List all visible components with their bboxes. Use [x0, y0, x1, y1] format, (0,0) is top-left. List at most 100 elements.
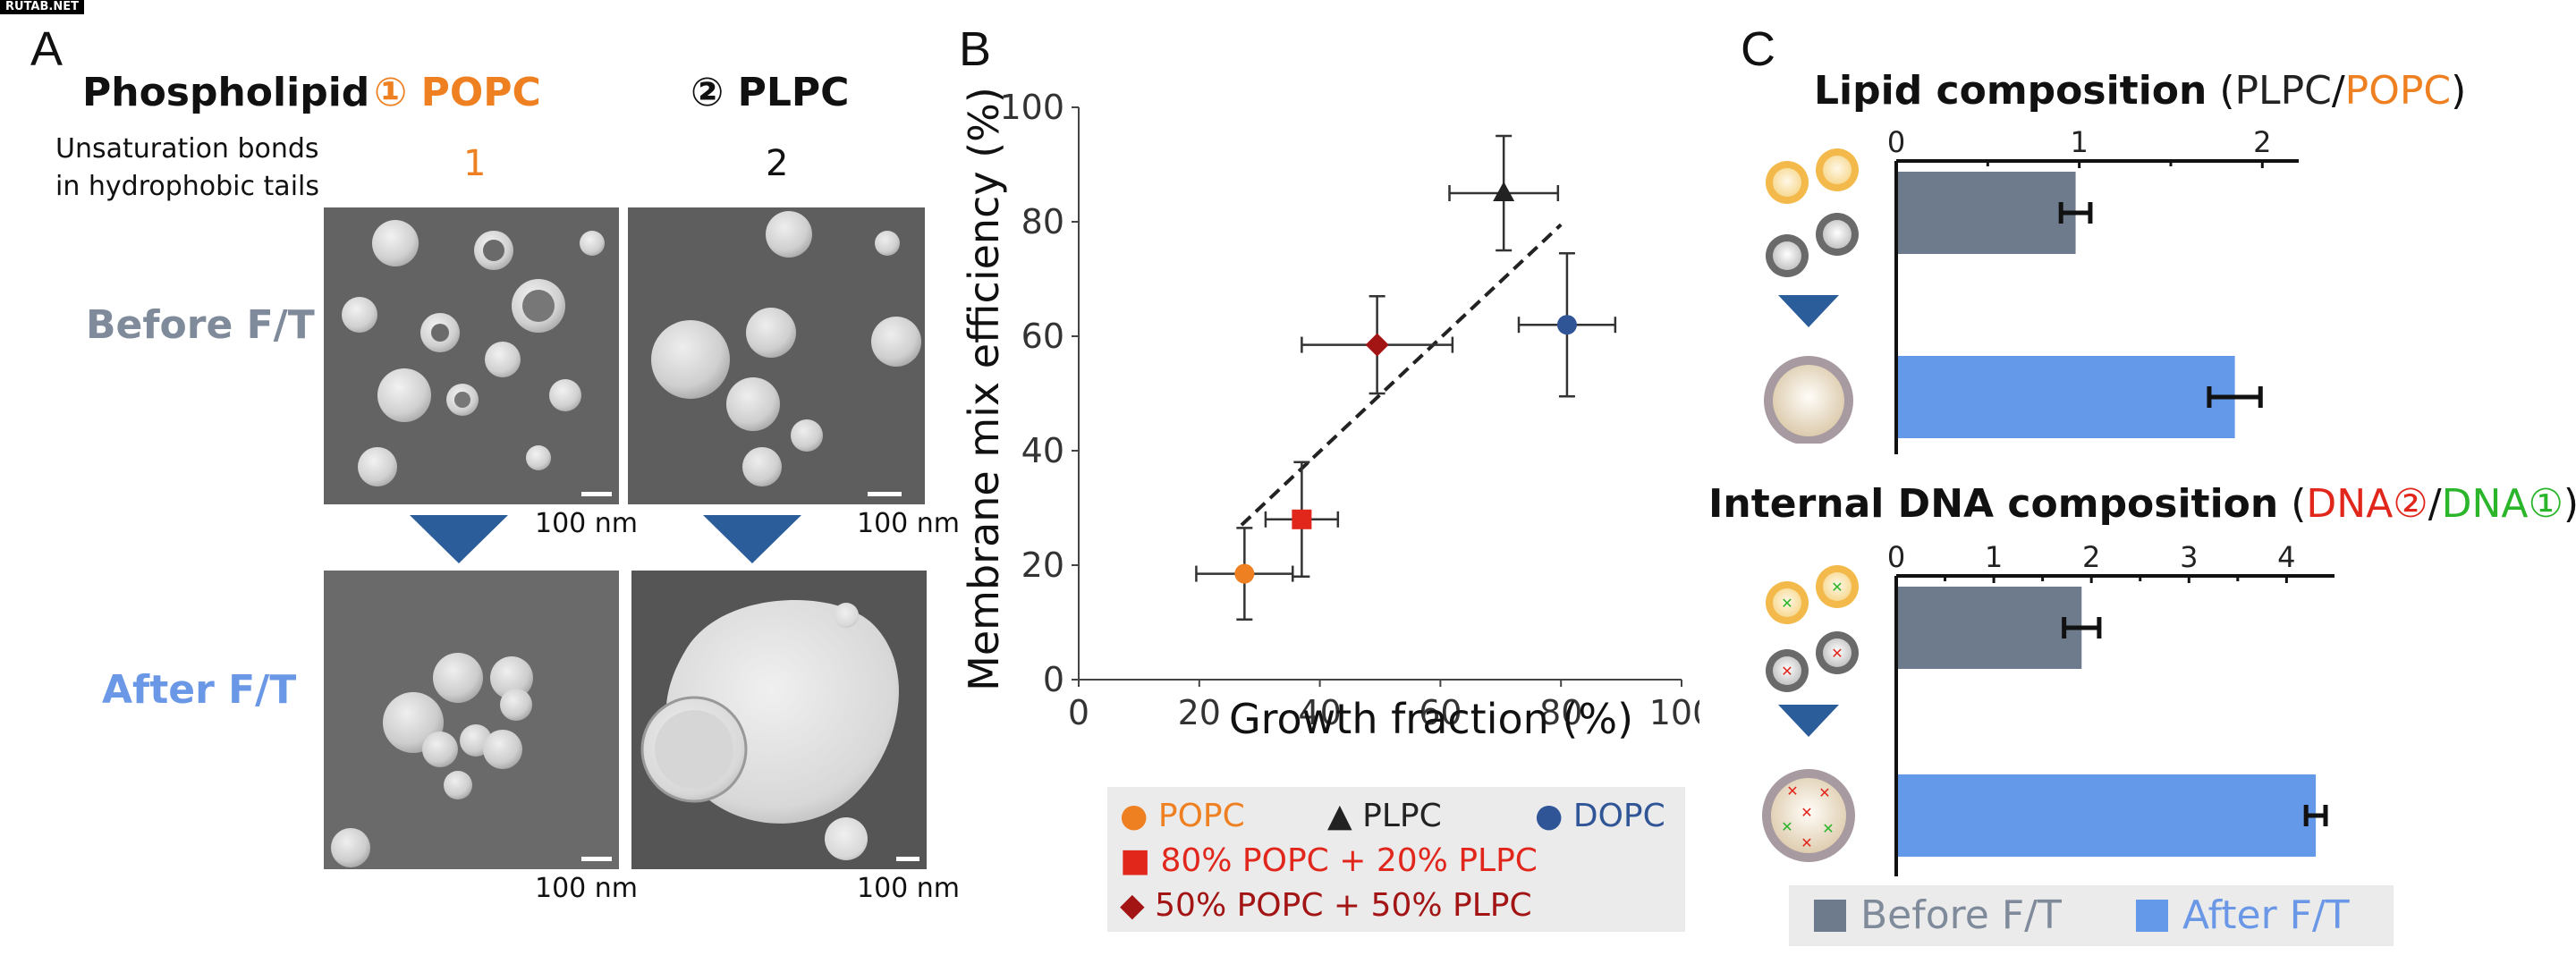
lipid-composition-title: Lipid composition (PLPC/POPC)	[1814, 68, 2466, 114]
scatter-y-tick-label: 80	[1021, 202, 1064, 241]
scatter-x-axis-label: Growth fraction (%)	[1229, 695, 1633, 743]
arrow-down-icon	[1778, 705, 1839, 737]
fit-trend-line	[1240, 223, 1563, 527]
micrograph-plpc-after	[631, 571, 927, 869]
legend-mix50-label: 50% POPC + 50% PLPC	[1155, 887, 1532, 924]
dna-vesicle-illustration: ✕ ✕ ✕ ✕ ✕ ✕ ✕ ✕ ✕ ✕	[1762, 565, 1859, 862]
scalebar-label-plpc-after: 100 nm	[857, 873, 961, 904]
unsaturation-label: Unsaturation bonds in hydrophobic tails	[55, 131, 319, 206]
dna-composition-title: Internal DNA composition (DNA②/DNA①)	[1708, 481, 2576, 527]
scatter-x-tick-label: 60	[1419, 693, 1462, 732]
phospholipid-label: Phospholipid	[82, 70, 370, 115]
fused-vesicle-dna-icon: ✕ ✕ ✕ ✕ ✕ ✕	[1762, 769, 1855, 862]
scatter-y-axis-label: Membrane mix efficiency (%)	[960, 87, 1008, 691]
panel-c-letter: C	[1741, 22, 1775, 76]
legend-mix80: ■ 80% POPC + 20% PLPC	[1120, 842, 1538, 879]
bar-x-tick-label: 2	[2082, 540, 2100, 574]
bar-x-tick-label: 1	[2070, 125, 2088, 159]
data-point	[1264, 461, 1340, 579]
svg-text:✕: ✕	[1801, 834, 1812, 851]
lipid-vesicle-illustration	[1764, 148, 1859, 444]
svg-text:✕: ✕	[1801, 804, 1812, 821]
dna-title-dna2: DNA②	[2306, 481, 2428, 527]
small-vesicle-plpc-icon	[1766, 234, 1809, 277]
panel-b-letter: B	[959, 22, 992, 76]
bar-before	[1898, 587, 2082, 669]
bar-x-tick-label: 0	[1887, 125, 1905, 159]
before-ft-row-label: Before F/T	[86, 302, 315, 348]
legend-popc: ● POPC	[1120, 798, 1245, 834]
panel-a-letter: A	[30, 22, 64, 76]
scatter-x-tick-label: 40	[1298, 693, 1341, 732]
scatter-x-tick-label: 80	[1539, 693, 1582, 732]
micrograph-plpc-before	[628, 207, 925, 504]
legend-mix50: ◆ 50% POPC + 50% PLPC	[1120, 887, 1532, 924]
data-point	[1517, 251, 1617, 398]
arrow-down-popc-icon	[410, 515, 508, 563]
lipid-title-popc: POPC	[2344, 68, 2452, 114]
scalebar-label-plpc-before: 100 nm	[857, 508, 961, 539]
bar-x-tick-label: 0	[1887, 540, 1905, 574]
legend-dopc-label: DOPC	[1572, 798, 1665, 834]
watermark-label: RUTAB.NET	[0, 0, 84, 14]
small-vesicle-dna1-icon: ✕	[1816, 565, 1859, 608]
data-point	[1301, 294, 1454, 395]
scatter-y-tick-label: 100	[999, 88, 1064, 127]
svg-text:✕: ✕	[1831, 579, 1843, 596]
svg-text:✕: ✕	[1822, 820, 1834, 837]
data-point	[1448, 134, 1560, 252]
lipid-title-open: (	[2219, 68, 2235, 114]
small-vesicle-plpc-icon	[1816, 213, 1859, 256]
lipid-composition-bar-chart: 0 1 2	[1887, 125, 2299, 454]
popc-unsaturation-count: 1	[463, 143, 487, 184]
scatter-y-tick-label: 20	[1021, 545, 1064, 585]
svg-text:✕: ✕	[1781, 663, 1792, 680]
popc-column-title: ① POPC	[374, 70, 541, 115]
legend-popc-label: POPC	[1157, 798, 1245, 834]
scatter-x-tick-label: 0	[1068, 693, 1089, 732]
dna-title-open: (	[2291, 481, 2307, 527]
bar-x-tick-label: 4	[2277, 540, 2295, 574]
bar-x-tick-label: 3	[2180, 540, 2198, 574]
dna-title-close: )	[2563, 481, 2576, 527]
legend-plpc-label: PLPC	[1362, 798, 1442, 834]
small-vesicle-dna2-icon: ✕	[1766, 649, 1809, 692]
dna-title-dna1: DNA①	[2441, 481, 2563, 527]
scatter-y-tick-label: 60	[1021, 317, 1064, 356]
plpc-column-title: ② PLPC	[691, 70, 850, 115]
lipid-title-sep: /	[2331, 68, 2345, 114]
scatter-x-tick-label: 100	[1649, 693, 1699, 732]
svg-text:✕: ✕	[1781, 595, 1792, 612]
dna-title-main: Internal DNA composition	[1708, 481, 2279, 527]
point-marker	[1234, 563, 1255, 584]
arrow-down-plpc-icon	[703, 515, 801, 563]
bar-legend: Before F/T After F/T	[1789, 885, 2394, 946]
scatter-y-tick-label: 0	[1043, 660, 1064, 699]
legend-plpc: ▲ PLPC	[1327, 798, 1442, 834]
fused-vesicle-icon	[1764, 356, 1853, 444]
bar-x-tick-label: 2	[2253, 125, 2271, 159]
micrograph-popc-before	[324, 207, 619, 504]
legend-before-swatch	[1814, 900, 1846, 932]
bar-after	[1898, 356, 2235, 438]
small-vesicle-popc-icon	[1816, 148, 1859, 191]
bar-after	[1898, 774, 2317, 857]
point-marker	[1365, 333, 1389, 357]
small-vesicle-dna1-icon: ✕	[1766, 581, 1809, 624]
dna-title-sep: /	[2428, 481, 2442, 527]
svg-text:✕: ✕	[1831, 645, 1843, 662]
svg-text:✕: ✕	[1818, 784, 1830, 801]
svg-text:✕: ✕	[1781, 818, 1792, 835]
svg-text:✕: ✕	[1786, 782, 1798, 799]
legend-after-label: After F/T	[2182, 892, 2350, 938]
bar-x-tick-label: 1	[1985, 540, 2003, 574]
small-vesicle-popc-icon	[1766, 161, 1809, 204]
unsaturation-label-line2: in hydrophobic tails	[55, 171, 319, 202]
legend-after-swatch	[2136, 900, 2168, 932]
scalebar-label-popc-after: 100 nm	[535, 873, 639, 904]
lipid-title-plpc: PLPC	[2234, 68, 2332, 114]
after-ft-row-label: After F/T	[102, 667, 297, 713]
data-point	[1195, 527, 1294, 622]
legend-before-label: Before F/T	[1860, 892, 2062, 938]
unsaturation-label-line1: Unsaturation bonds	[55, 133, 319, 165]
